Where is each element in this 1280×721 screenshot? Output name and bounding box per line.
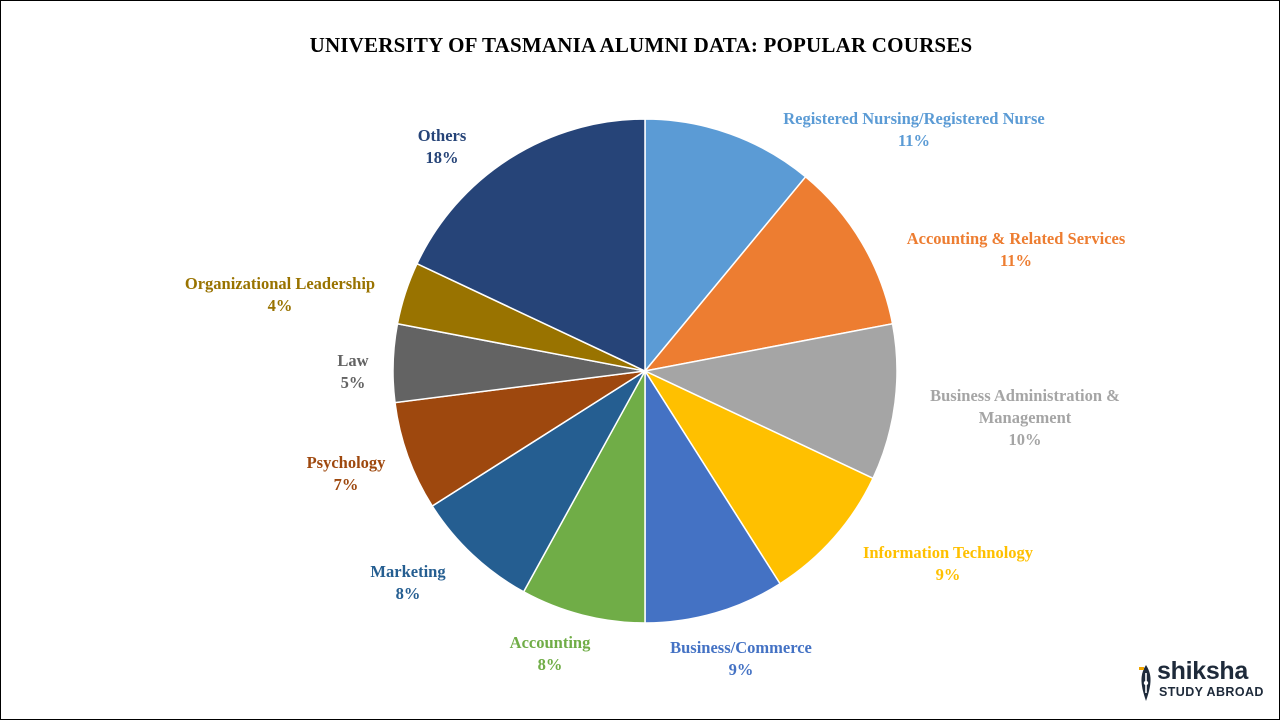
pie-slice (522, 370, 646, 624)
slice-name: Registered Nursing/Registered Nurse (783, 109, 1045, 128)
pie-slice (415, 118, 646, 373)
pie-slice (642, 322, 898, 480)
slice-label: Business Administration & Management 10% (930, 385, 1120, 451)
slice-name: Others (417, 126, 467, 145)
slice-label: Law 5% (337, 350, 368, 394)
slice-name: Management (978, 408, 1072, 427)
slice-value: 11% (999, 251, 1033, 270)
slice-value: 5% (340, 373, 366, 392)
slice-name: Psychology (306, 453, 386, 472)
slice-name: Marketing (370, 562, 446, 581)
logo-tagline: STUDY ABROAD (1159, 685, 1264, 699)
slice-value: 8% (395, 584, 421, 603)
slice-name: Accounting & Related Services (906, 229, 1126, 248)
pie-slice (394, 370, 646, 508)
slice-label: Marketing 8% (370, 561, 445, 605)
slice-name: Information Technology (862, 543, 1034, 562)
pie-slice (644, 368, 782, 624)
pie-slice (644, 118, 807, 374)
slice-label: Information Technology 9% (863, 542, 1033, 586)
slice-label: Business/Commerce 9% (670, 637, 812, 681)
slice-value: 4% (267, 296, 293, 315)
slice-value: 10% (1008, 430, 1042, 449)
pie-slice (643, 175, 894, 373)
slice-value: 8% (537, 655, 563, 674)
pie-slice (642, 369, 875, 585)
slice-label: Accounting 8% (510, 632, 591, 676)
pie-slice (431, 370, 646, 593)
slice-label: Organizational Leadership 4% (185, 273, 375, 317)
slice-value: 7% (333, 475, 359, 494)
slice-label: Accounting & Related Services 11% (907, 228, 1126, 272)
chart-title: UNIVERSITY OF TASMANIA ALUMNI DATA: POPU… (309, 33, 973, 57)
pen-nib-icon (1139, 665, 1151, 701)
slice-name: Organizational Leadership (184, 274, 376, 293)
slice-label: Others 18% (418, 125, 467, 169)
slice-value: 9% (728, 660, 754, 679)
slice-name: Business Administration & (930, 386, 1120, 405)
slice-value: 9% (935, 565, 961, 584)
slice-label: Registered Nursing/Registered Nurse 11% (783, 108, 1045, 152)
slice-name: Law (337, 351, 369, 370)
slice-value: 11% (897, 131, 931, 150)
slice-label: Psychology 7% (307, 452, 386, 496)
slice-name: Business/Commerce (670, 638, 812, 657)
logo-name: shiksha (1157, 657, 1249, 685)
shiksha-logo: shiksha STUDY ABROAD (1137, 657, 1267, 707)
slice-value: 18% (425, 148, 459, 167)
slice-name: Accounting (509, 633, 591, 652)
